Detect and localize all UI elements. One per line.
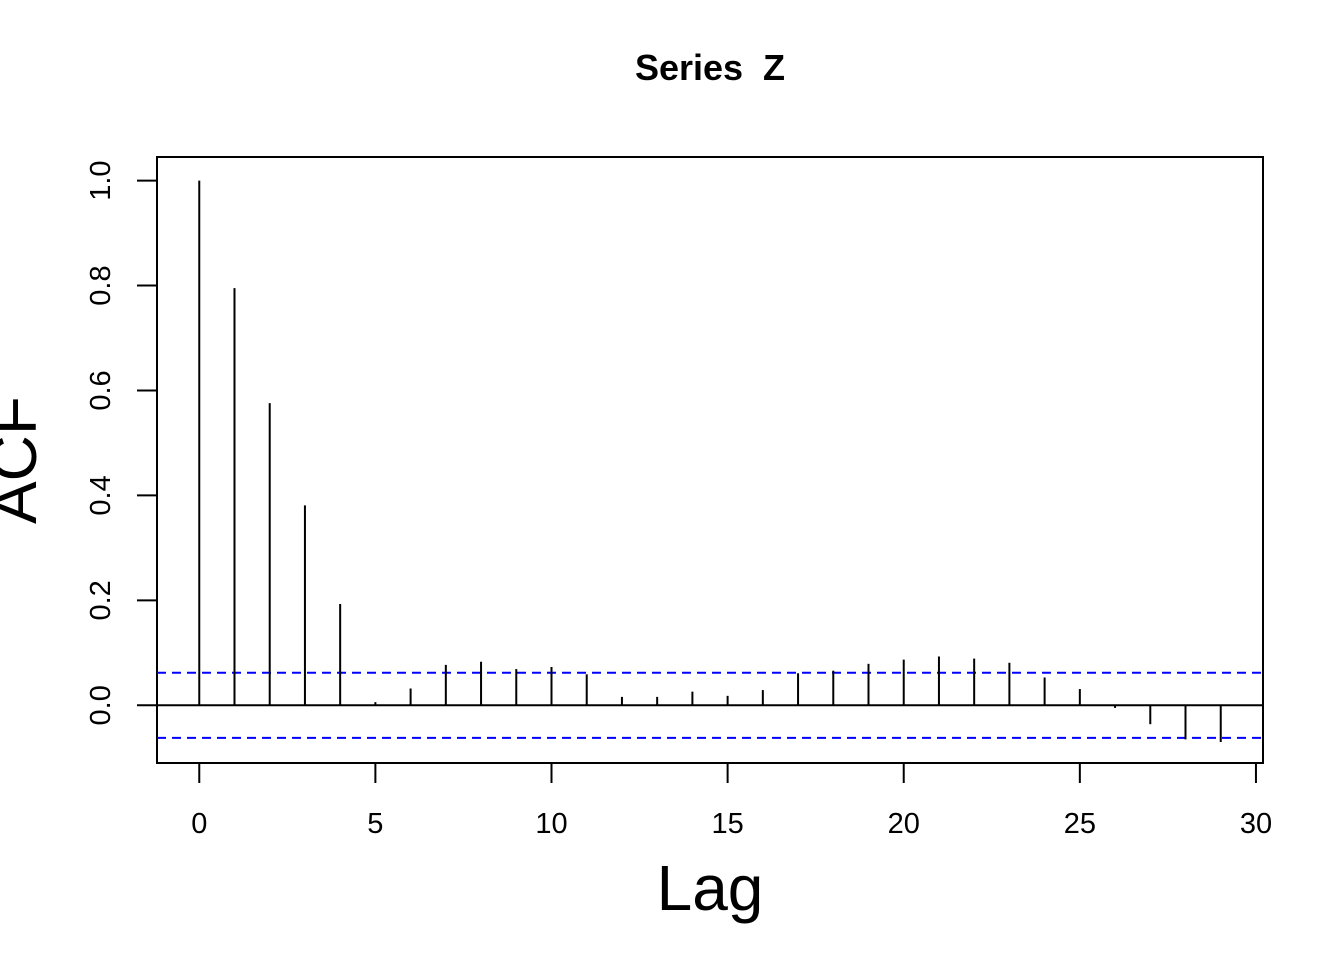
x-tick-label-30: 30 <box>1240 808 1272 840</box>
x-tick-label-10: 10 <box>535 808 567 840</box>
y-axis-label: ACF <box>0 396 50 524</box>
x-tick-label-0: 0 <box>191 808 207 840</box>
y-tick-label-0.6: 0.6 <box>85 370 117 410</box>
y-tick-label-0.0: 0.0 <box>85 685 117 725</box>
x-axis: 0 5 10 15 20 25 30 <box>191 762 1272 840</box>
x-tick-label-5: 5 <box>367 808 383 840</box>
y-tick-label-0.8: 0.8 <box>85 265 117 305</box>
y-tick-label-1.0: 1.0 <box>85 160 117 200</box>
x-tick-label-15: 15 <box>711 808 743 840</box>
acf-marks <box>157 180 1263 743</box>
chart-title: Series Z <box>635 47 785 88</box>
y-tick-label-0.2: 0.2 <box>85 580 117 620</box>
x-tick-label-25: 25 <box>1064 808 1096 840</box>
x-axis-label: Lag <box>657 852 764 924</box>
y-axis: 0.0 0.2 0.4 0.6 0.8 1.0 <box>85 160 158 725</box>
y-tick-label-0.4: 0.4 <box>85 475 117 515</box>
x-tick-label-20: 20 <box>888 808 920 840</box>
